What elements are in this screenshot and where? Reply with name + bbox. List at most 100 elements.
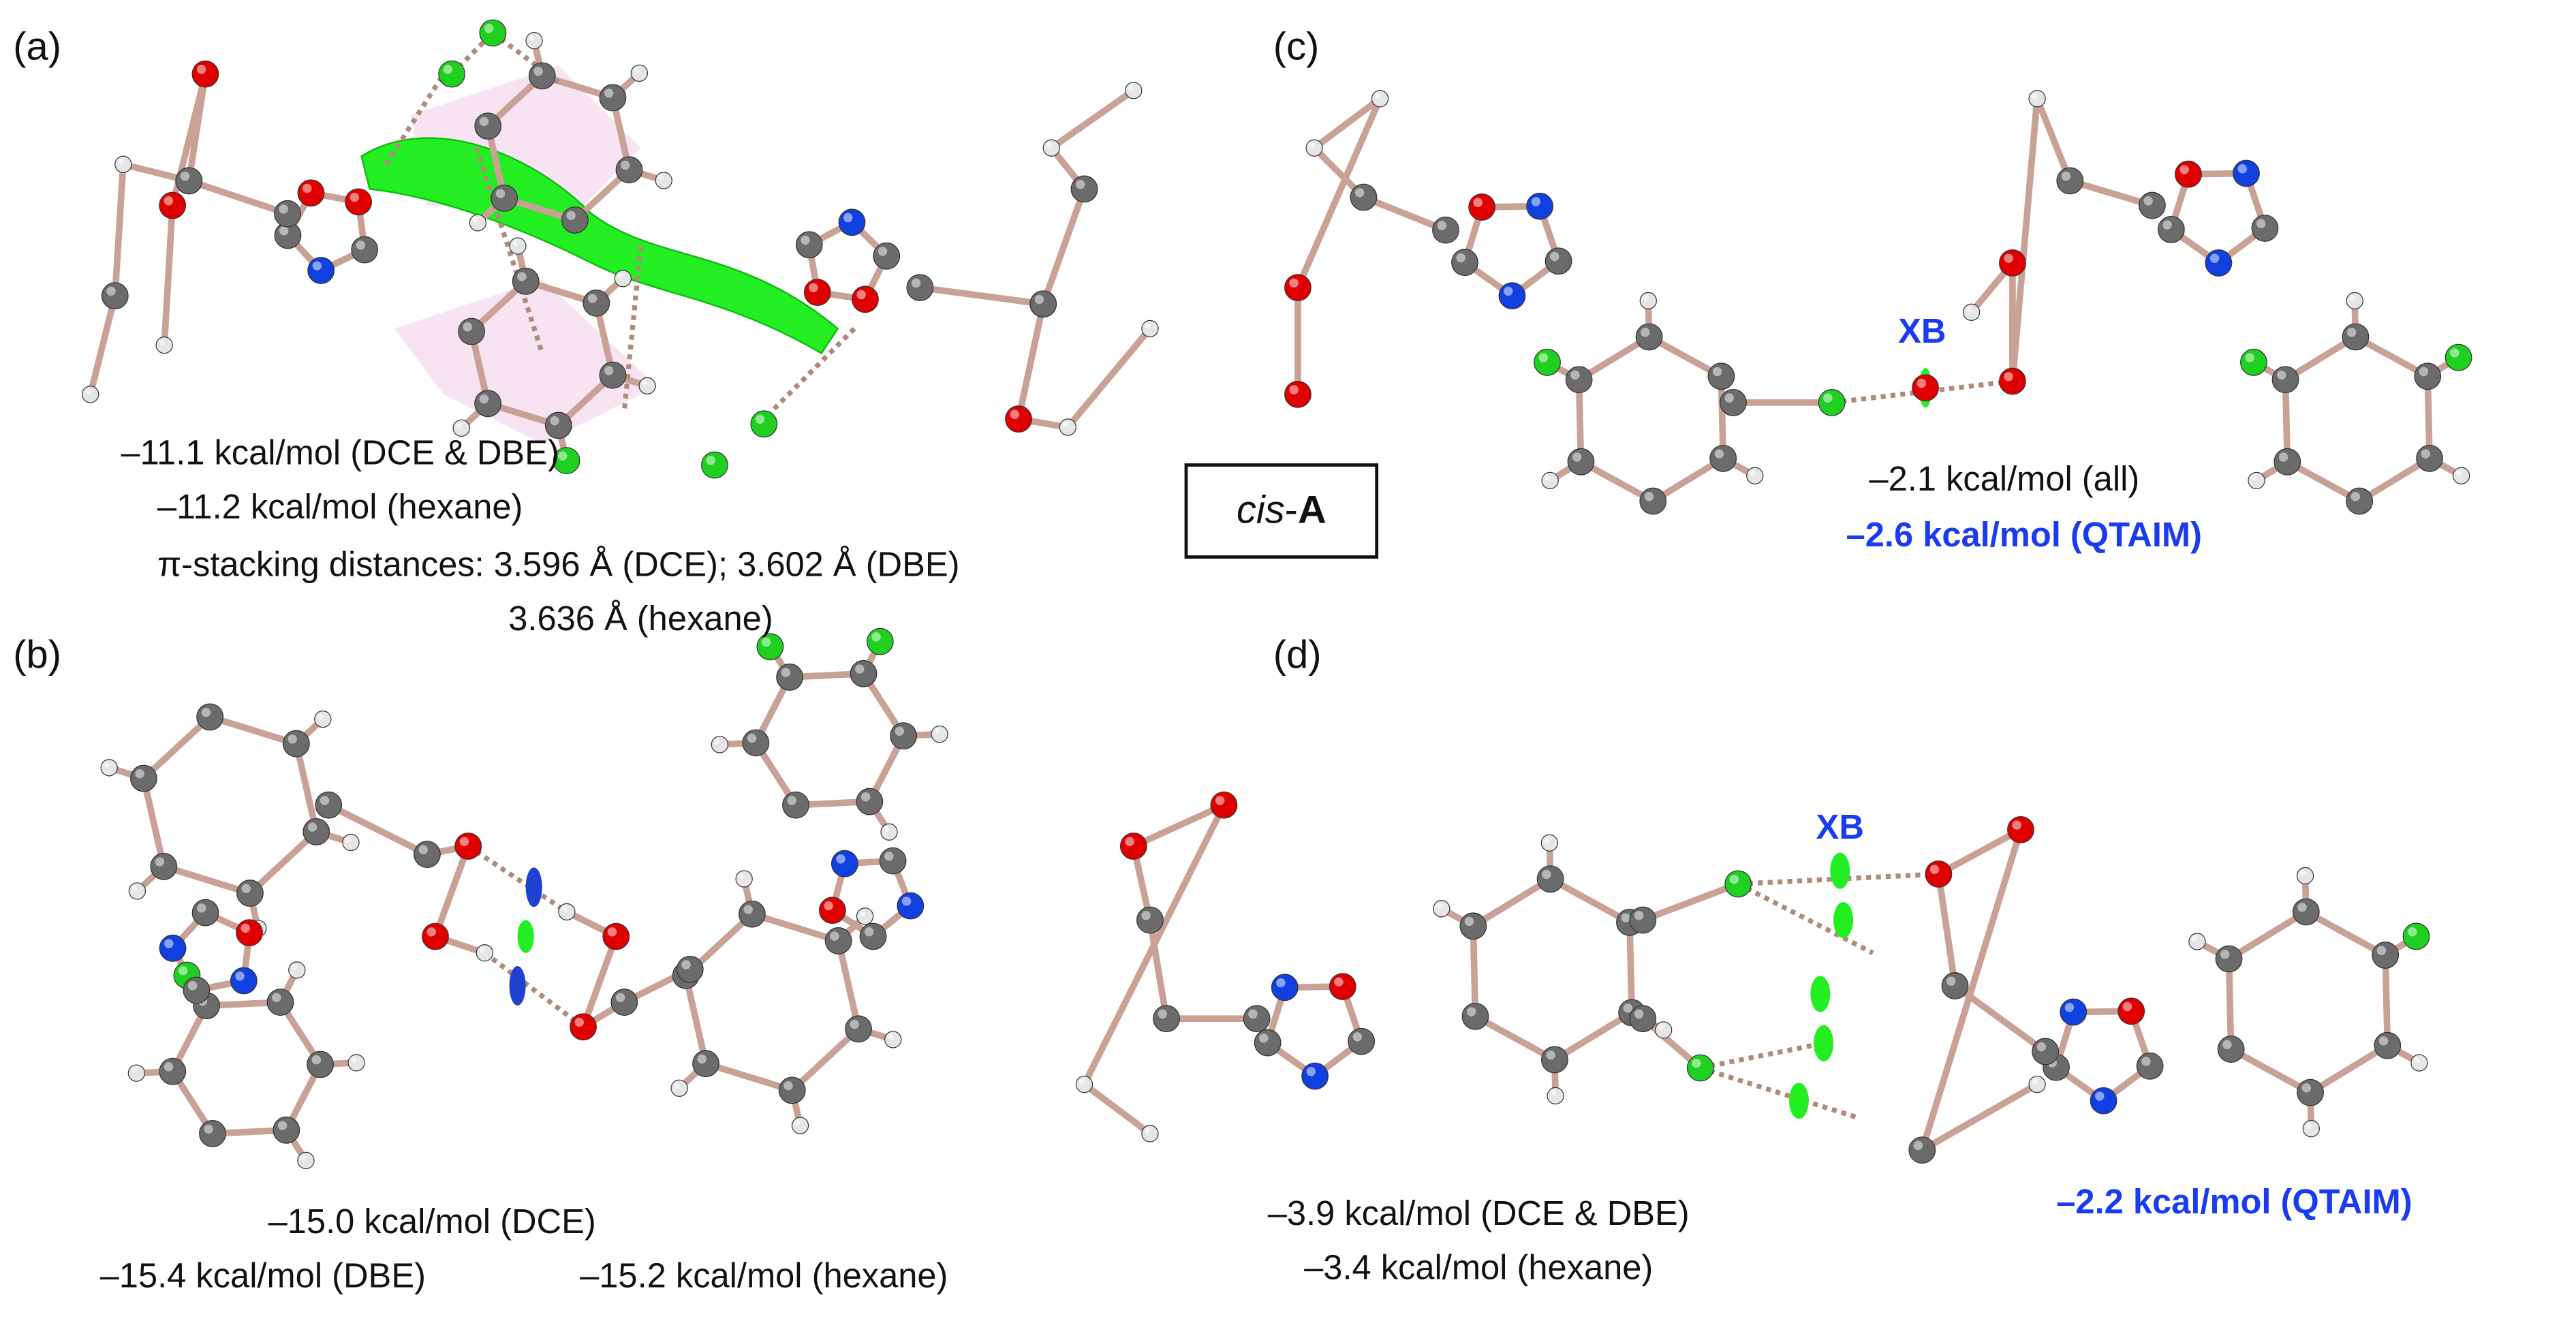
atom-highlight bbox=[1456, 253, 1465, 263]
atom bbox=[2296, 867, 2314, 885]
atom-highlight bbox=[118, 158, 124, 165]
atom-highlight bbox=[1724, 393, 1734, 403]
atom bbox=[1565, 366, 1593, 394]
panel-label: (a) bbox=[13, 25, 61, 69]
atom bbox=[2292, 898, 2320, 926]
bond bbox=[1065, 326, 1153, 430]
bond bbox=[1132, 802, 1226, 850]
atom bbox=[438, 60, 466, 88]
atom-highlight bbox=[859, 910, 866, 916]
atom bbox=[1029, 290, 1057, 318]
atom bbox=[1941, 972, 1969, 999]
atom bbox=[525, 31, 543, 50]
atom-highlight bbox=[2209, 253, 2220, 263]
atom-highlight bbox=[1917, 378, 1927, 388]
atom-highlight bbox=[1714, 449, 1724, 459]
atom bbox=[159, 934, 187, 962]
atom-highlight bbox=[1692, 1059, 1701, 1068]
atom-highlight bbox=[574, 1017, 584, 1027]
bond bbox=[1577, 334, 1651, 383]
atom-highlight bbox=[794, 1119, 801, 1126]
atom bbox=[2117, 997, 2145, 1025]
atom-highlight bbox=[681, 960, 691, 969]
atom-highlight bbox=[2378, 1036, 2389, 1046]
atom bbox=[558, 903, 576, 921]
bond bbox=[1082, 1081, 1152, 1136]
atom-highlight bbox=[2414, 1057, 2420, 1063]
bond bbox=[247, 829, 319, 896]
atom-highlight bbox=[714, 739, 720, 745]
compound-joiner: - bbox=[1285, 488, 1298, 532]
atom bbox=[2302, 1120, 2320, 1138]
atom-highlight bbox=[350, 192, 360, 202]
bond bbox=[1471, 876, 1553, 929]
atom bbox=[701, 451, 728, 479]
atom-highlight bbox=[2012, 820, 2021, 830]
bond bbox=[1718, 376, 1727, 459]
atom bbox=[1534, 348, 1561, 376]
atom-highlight bbox=[307, 822, 317, 832]
atom-highlight bbox=[279, 226, 289, 236]
atom-highlight bbox=[1572, 452, 1582, 462]
atom-highlight bbox=[300, 1155, 307, 1161]
atom-highlight bbox=[604, 88, 614, 98]
atom-highlight bbox=[164, 939, 174, 948]
atom bbox=[630, 64, 649, 82]
atom bbox=[1746, 467, 1764, 484]
atom bbox=[314, 710, 332, 728]
atom-highlight bbox=[1276, 978, 1286, 988]
atom bbox=[236, 919, 263, 947]
atom bbox=[1540, 1046, 1568, 1074]
atom-highlight bbox=[1145, 322, 1151, 329]
noncovalent-contact bbox=[1699, 1066, 1857, 1120]
atom bbox=[159, 191, 187, 219]
atom bbox=[2346, 487, 2374, 515]
bond bbox=[87, 295, 119, 396]
energy-label: –3.9 kcal/mol (DCE & DBE) bbox=[1268, 1194, 1690, 1232]
atom-highlight bbox=[1658, 1024, 1664, 1030]
nci-disc bbox=[1814, 1025, 1834, 1061]
atom bbox=[191, 899, 219, 927]
atom bbox=[1271, 974, 1299, 1001]
nci-disc bbox=[517, 920, 534, 953]
atom bbox=[1567, 448, 1595, 476]
atom-highlight bbox=[1634, 1009, 1644, 1019]
atom-highlight bbox=[2346, 327, 2357, 337]
atom-highlight bbox=[178, 966, 188, 976]
qtaim-label: –2.2 kcal/mol (QTAIM) bbox=[2056, 1182, 2412, 1221]
atom bbox=[884, 1031, 902, 1048]
nci-disc bbox=[1810, 976, 1831, 1012]
bond bbox=[293, 743, 320, 833]
qtaim-label: –2.6 kcal/mol (QTAIM) bbox=[1846, 515, 2202, 554]
atom bbox=[1526, 192, 1554, 220]
atom bbox=[583, 289, 610, 317]
atom-highlight bbox=[204, 1124, 213, 1134]
atom bbox=[1284, 274, 1312, 302]
atom bbox=[469, 214, 486, 232]
atom bbox=[1655, 1021, 1673, 1039]
bond bbox=[1553, 1010, 1634, 1063]
atom-highlight bbox=[2192, 935, 2198, 942]
atom-highlight bbox=[1546, 1050, 1555, 1060]
bond bbox=[162, 863, 251, 897]
atom-highlight bbox=[1046, 142, 1052, 149]
panel-label: (d) bbox=[1273, 633, 1322, 677]
atom-highlight bbox=[472, 217, 478, 223]
atom bbox=[2028, 90, 2046, 108]
atom bbox=[2032, 1038, 2060, 1066]
atom-highlight bbox=[1436, 903, 1442, 909]
atom bbox=[2416, 444, 2443, 472]
atom bbox=[528, 62, 556, 90]
atom-highlight bbox=[1545, 474, 1551, 481]
atom bbox=[615, 156, 643, 184]
atom bbox=[1254, 1029, 1282, 1057]
bond bbox=[2227, 909, 2308, 962]
atom bbox=[1301, 1062, 1329, 1090]
molecular-structures bbox=[81, 19, 2472, 1170]
atom bbox=[266, 989, 294, 1016]
atom-highlight bbox=[479, 947, 485, 953]
atom-highlight bbox=[1374, 93, 1381, 99]
atom bbox=[114, 155, 132, 173]
bond bbox=[327, 802, 429, 858]
atom bbox=[1432, 216, 1459, 244]
